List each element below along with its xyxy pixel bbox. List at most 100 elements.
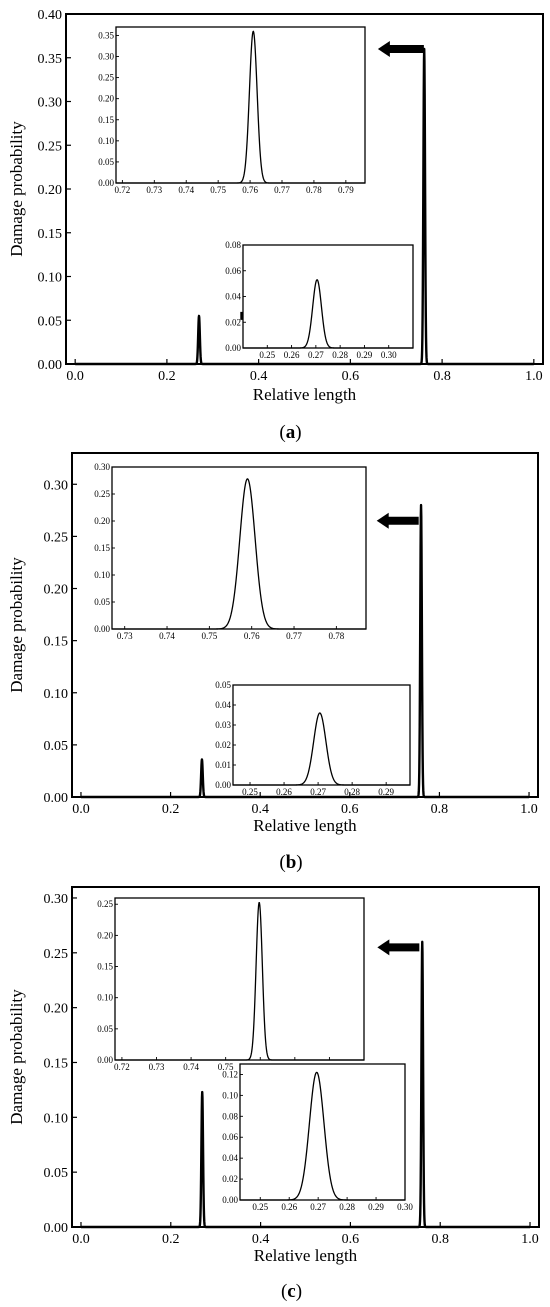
inset-x-tick-label: 0.73 xyxy=(117,631,133,641)
y-tick-label: 0.25 xyxy=(44,947,69,962)
inset-y-tick-label: 0.00 xyxy=(98,178,114,188)
inset-peak-line xyxy=(232,712,411,786)
y-tick-label: 0.30 xyxy=(38,96,63,111)
inset-x-tick-label: 0.75 xyxy=(210,185,226,195)
inset-y-tick-label: 0.10 xyxy=(222,1090,238,1100)
inset-y-tick-label: 0.00 xyxy=(222,1195,238,1205)
x-tick-label: 0.6 xyxy=(342,369,360,384)
inset-x-tick-label: 0.26 xyxy=(284,350,300,360)
y-axis-title: Damage probability xyxy=(7,989,26,1125)
y-tick-label: 0.00 xyxy=(38,358,63,373)
y-tick-label: 0.20 xyxy=(44,1002,69,1017)
inset-y-tick-label: 0.10 xyxy=(98,136,114,146)
inset-x-tick-label: 0.27 xyxy=(310,787,326,797)
panel-c: 0.0 0.2 0.4 0.6 0.8 1.0 0.00 0.05 0.10 0.15 0.20 0.… xyxy=(7,886,540,1302)
y-tick-label: 0.00 xyxy=(44,1221,69,1236)
inset-upper-peak: 0.73 0.74 0.75 0.76 0.77 0.78 0.00 0.05 0.10 0.15… xyxy=(94,462,367,641)
inset-x-tick-label: 0.74 xyxy=(183,1062,199,1072)
x-tick-label: 0.4 xyxy=(251,802,269,817)
inset-y-tick-label: 0.02 xyxy=(222,1174,238,1184)
inset-x-tick-label: 0.79 xyxy=(338,185,354,195)
inset-y-tick-label: 0.04 xyxy=(215,700,231,710)
inset-x-tick-label: 0.77 xyxy=(274,185,290,195)
inset-y-tick-label: 0.10 xyxy=(94,570,110,580)
inset-x-tick-label: 0.73 xyxy=(146,185,162,195)
inset-y-tick-label: 0.25 xyxy=(98,73,114,83)
inset-lower-peak: 0.25 0.26 0.27 0.28 0.29 0.00 0.01 0.02 0.03 0.04… xyxy=(215,680,411,797)
inset-y-tick-label: 0.05 xyxy=(215,680,231,690)
inset-frame xyxy=(239,1063,406,1201)
inset-y-tick-label: 0.08 xyxy=(222,1111,238,1121)
inset-x-tick-label: 0.30 xyxy=(381,350,397,360)
y-tick-label: 0.10 xyxy=(44,687,69,702)
inset-y-tick-label: 0.20 xyxy=(98,94,114,104)
y-tick-label: 0.20 xyxy=(38,183,63,198)
inset-y-tick-label: 0.06 xyxy=(225,266,241,276)
inset-x-tick-label: 0.72 xyxy=(114,1062,130,1072)
inset-x-tick-label: 0.27 xyxy=(308,350,324,360)
x-tick-label: 0.4 xyxy=(252,1232,270,1247)
x-tick-label: 0.8 xyxy=(433,369,451,384)
y-tick-label: 0.15 xyxy=(38,227,63,242)
inset-x-tick-label: 0.27 xyxy=(310,1202,326,1212)
inset-peak-line xyxy=(114,902,365,1061)
x-tick-label: 0.8 xyxy=(431,1232,449,1247)
inset-y-tick-label: 0.15 xyxy=(98,115,114,125)
inset-x-tick-label: 0.28 xyxy=(344,787,360,797)
inset-y-tick-label: 0.30 xyxy=(98,52,114,62)
inset-peak-line xyxy=(239,1071,406,1201)
inset-y-tick-label: 0.05 xyxy=(97,1024,113,1034)
inset-y-tick-label: 0.06 xyxy=(222,1132,238,1142)
inset-y-tick-label: 0.08 xyxy=(225,240,241,250)
inset-x-tick-label: 0.74 xyxy=(159,631,175,641)
inset-peak-line xyxy=(111,478,367,630)
y-tick-label: 0.35 xyxy=(38,52,63,67)
caption-letter: a xyxy=(286,422,296,443)
inset-frame xyxy=(115,26,366,184)
inset-y-tick-label: 0.25 xyxy=(94,489,110,499)
x-tick-label: 0.2 xyxy=(162,802,180,817)
inset-y-tick-label: 0.02 xyxy=(215,740,231,750)
panel-a: 0.0 0.2 0.4 0.6 0.8 1.00.000.050.100.150.200.… xyxy=(7,8,544,443)
inset-y-tick-label: 0.30 xyxy=(94,462,110,472)
x-tick-label: 1.0 xyxy=(520,802,538,817)
inset-peak-line xyxy=(242,279,414,349)
y-tick-label: 0.30 xyxy=(44,478,69,493)
x-tick-label: 0.0 xyxy=(72,802,90,817)
caption-letter: b xyxy=(286,852,297,873)
inset-y-tick-label: 0.00 xyxy=(97,1055,113,1065)
y-tick-label: 0.15 xyxy=(44,1056,69,1071)
inset-y-tick-label: 0.05 xyxy=(94,597,110,607)
inset-x-tick-label: 0.29 xyxy=(357,350,373,360)
inset-x-tick-label: 0.75 xyxy=(201,631,217,641)
inset-x-tick-label: 0.26 xyxy=(276,787,292,797)
inset-x-tick-label: 0.30 xyxy=(397,1202,413,1212)
x-axis-title: Relative length xyxy=(254,1246,358,1265)
inset-y-tick-label: 0.05 xyxy=(98,157,114,167)
damage-series-line xyxy=(79,503,531,799)
inset-x-tick-label: 0.76 xyxy=(244,631,260,641)
damage-series-line xyxy=(74,47,535,366)
inset-x-tick-label: 0.78 xyxy=(306,185,322,195)
caption-letter: c xyxy=(287,1281,295,1302)
x-tick-label: 0.0 xyxy=(66,369,84,384)
inset-frame xyxy=(232,684,411,786)
caption-open-paren: ( xyxy=(279,422,285,443)
y-tick-label: 0.25 xyxy=(44,530,69,545)
inset-y-tick-label: 0.00 xyxy=(215,780,231,790)
inset-x-tick-label: 0.25 xyxy=(252,1202,268,1212)
x-axis-title: Relative length xyxy=(253,816,357,835)
inset-x-tick-label: 0.73 xyxy=(149,1062,165,1072)
inset-x-tick-label: 0.26 xyxy=(281,1202,297,1212)
inset-y-tick-label: 0.25 xyxy=(97,899,113,909)
inset-x-tick-label: 0.25 xyxy=(259,350,275,360)
inset-y-tick-label: 0.01 xyxy=(215,760,231,770)
caption-close-paren: ) xyxy=(296,852,302,873)
y-tick-label: 0.05 xyxy=(38,314,63,329)
caption-close-paren: ) xyxy=(296,1281,302,1302)
x-tick-label: 0.0 xyxy=(72,1232,90,1247)
inset-x-tick-label: 0.77 xyxy=(286,631,302,641)
panel-caption: (a) xyxy=(279,422,301,443)
y-axis-title: Damage probability xyxy=(7,557,26,693)
panel-caption: (b) xyxy=(279,852,302,873)
